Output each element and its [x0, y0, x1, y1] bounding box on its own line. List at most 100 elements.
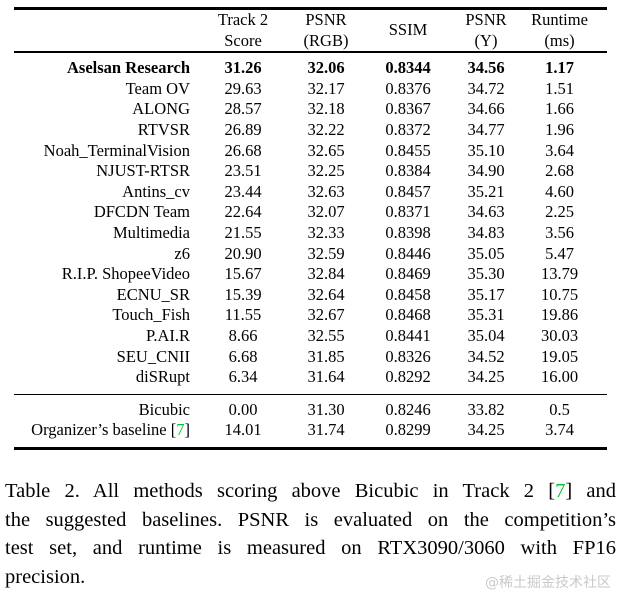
- caption-line: precision.: [5, 565, 86, 588]
- table-body-main: Aselsan Research 31.26 32.06 0.8344 34.56 1.1…: [14, 52, 607, 394]
- table-row: Antins_cv 23.44 32.63 0.8457 35.21 4.60: [14, 182, 607, 203]
- table-row: ECNU_SR 15.39 32.64 0.8458 35.17 10.75: [14, 285, 607, 306]
- value-cell: 0.8376: [385, 78, 431, 98]
- column-header-runtime-ms-: Runtime (ms): [512, 8, 607, 54]
- value-cell: 0.8458: [385, 284, 431, 304]
- value-cell: 2.25: [545, 202, 574, 222]
- method-name-cell: NJUST-RTSR: [96, 161, 190, 181]
- table-row: P.AI.R 8.66 32.55 0.8441 35.04 30.03: [14, 326, 607, 347]
- value-cell: 34.66: [467, 99, 505, 119]
- value-cell: 32.63: [307, 181, 345, 201]
- table-row: Bicubic 0.00 31.30 0.8246 33.82 0.5: [14, 394, 607, 420]
- value-cell: 26.68: [224, 140, 262, 160]
- value-cell: 32.07: [307, 202, 345, 222]
- value-cell: 34.52: [467, 346, 505, 366]
- value-cell: 20.90: [224, 243, 262, 263]
- value-cell: 28.57: [224, 99, 262, 119]
- value-cell: 34.77: [467, 119, 505, 139]
- value-cell: 34.83: [467, 222, 505, 242]
- method-name-cell: R.I.P. ShopeeVideo: [61, 264, 190, 284]
- value-cell: 21.55: [224, 222, 262, 242]
- value-cell: 15.39: [224, 284, 262, 304]
- value-cell: 15.67: [224, 264, 262, 284]
- value-cell: 0.8457: [385, 181, 431, 201]
- method-name-cell: DFCDN Team: [93, 202, 190, 222]
- value-cell: 2.68: [545, 161, 574, 181]
- table-row: DFCDN Team 22.64 32.07 0.8371 34.63 2.25: [14, 202, 607, 223]
- table-row: Aselsan Research 31.26 32.06 0.8344 34.56 1.1…: [14, 52, 607, 79]
- value-cell: 34.25: [467, 420, 505, 440]
- table-row: Team OV 29.63 32.17 0.8376 34.72 1.51: [14, 79, 607, 100]
- value-cell: 31.74: [307, 420, 345, 440]
- value-cell: 31.30: [307, 399, 345, 419]
- value-cell: 32.65: [307, 140, 345, 160]
- table-row: diSRupt 6.34 31.64 0.8292 34.25 16.00: [14, 367, 607, 394]
- value-cell: 0.8468: [385, 305, 431, 325]
- value-cell: 34.90: [467, 161, 505, 181]
- value-cell: 0.8398: [385, 222, 431, 242]
- value-cell: 3.56: [545, 222, 574, 242]
- header-row: Track 2 Score PSNR (RGB) SSIM PSNR (Y) Runtime(…: [14, 8, 607, 54]
- value-cell: 32.25: [307, 161, 345, 181]
- caption-line: test set, and runtime is measured on RTX…: [5, 537, 616, 559]
- table-row: SEU_CNII 6.68 31.85 0.8326 34.52 19.05: [14, 347, 607, 368]
- value-cell: 34.56: [467, 58, 505, 78]
- value-cell: 31.64: [307, 367, 345, 387]
- value-cell: 23.51: [224, 161, 262, 181]
- value-cell: 1.66: [545, 99, 574, 119]
- caption-line: Table 2. All methods scoring above Bicub…: [5, 480, 616, 502]
- value-cell: 32.18: [307, 99, 345, 119]
- value-cell: 26.89: [224, 119, 262, 139]
- table-row: Organizer’s baseline [7] 14.01 31.74 0.8299…: [14, 420, 607, 448]
- value-cell: 0.8441: [385, 325, 431, 345]
- value-cell: 32.06: [307, 58, 345, 78]
- value-cell: 33.82: [467, 399, 505, 419]
- value-cell: 3.74: [545, 420, 574, 440]
- method-name-cell: Team OV: [125, 78, 190, 98]
- value-cell: 19.86: [540, 305, 579, 325]
- column-header-psnr-rgb-: PSNR (RGB): [296, 8, 356, 54]
- table-row: RTVSR 26.89 32.22 0.8372 34.77 1.96: [14, 120, 607, 141]
- value-cell: 0.00: [228, 399, 258, 419]
- method-name-cell: z6: [174, 243, 190, 263]
- value-cell: 32.17: [307, 78, 345, 98]
- value-cell: 22.64: [224, 202, 262, 222]
- value-cell: 32.64: [307, 284, 345, 304]
- method-name-cell: P.AI.R: [145, 325, 190, 345]
- table-row: R.I.P. ShopeeVideo 15.67 32.84 0.8469 35.30 1…: [14, 264, 607, 285]
- value-cell: 0.8246: [385, 399, 431, 419]
- column-header-method: [14, 8, 190, 54]
- value-cell: 16.00: [540, 367, 579, 387]
- value-cell: 35.17: [467, 284, 505, 304]
- table-row: Noah_TerminalVision 26.68 32.65 0.8455 35.10…: [14, 141, 607, 162]
- table-row: z6 20.90 32.59 0.8446 35.05 5.47: [14, 244, 607, 265]
- value-cell: 8.66: [228, 325, 258, 345]
- value-cell: 6.34: [228, 367, 258, 387]
- value-cell: 30.03: [540, 325, 579, 345]
- value-cell: 23.44: [224, 181, 262, 201]
- value-cell: 0.5: [549, 399, 570, 419]
- method-name-cell: Noah_TerminalVision: [43, 140, 190, 160]
- value-cell: 1.17: [545, 58, 574, 78]
- citation-ref: 7: [176, 420, 185, 440]
- value-cell: 32.55: [307, 325, 345, 345]
- table-row: NJUST-RTSR 23.51 32.25 0.8384 34.90 2.68: [14, 161, 607, 182]
- value-cell: 0.8292: [385, 367, 431, 387]
- table-header: Track 2 Score PSNR (RGB) SSIM PSNR (Y) Runtime(…: [14, 8, 607, 54]
- column-header-ssim: SSIM: [356, 8, 460, 54]
- value-cell: 11.55: [224, 305, 262, 325]
- value-cell: 0.8372: [385, 119, 431, 139]
- value-cell: 14.01: [224, 420, 262, 440]
- method-name-cell: Multimedia: [113, 222, 190, 242]
- value-cell: 19.05: [540, 346, 579, 366]
- value-cell: 6.68: [228, 346, 258, 366]
- method-name-cell: RTVSR: [137, 119, 190, 139]
- value-cell: 32.22: [307, 119, 345, 139]
- value-cell: 35.10: [467, 140, 505, 160]
- value-cell: 0.8344: [385, 58, 431, 78]
- value-cell: 34.25: [467, 367, 505, 387]
- method-name-cell: Organizer’s baseline [7]: [31, 420, 190, 440]
- value-cell: 31.85: [307, 346, 345, 366]
- value-cell: 10.75: [540, 284, 579, 304]
